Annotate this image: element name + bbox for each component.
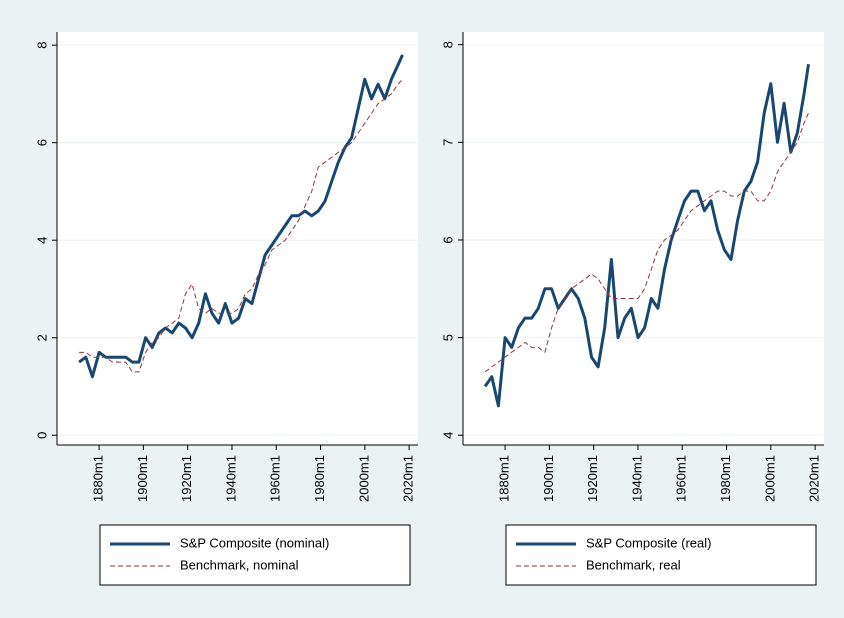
x-tick-label: 1980m1 — [312, 455, 327, 502]
y-tick-label: 0 — [34, 432, 49, 439]
y-tick-label: 5 — [440, 334, 455, 341]
x-tick-label: 1960m1 — [674, 455, 689, 502]
y-tick-label: 8 — [34, 42, 49, 49]
series-line — [483, 63, 810, 408]
x-tick-label: 2020m1 — [807, 455, 822, 502]
y-tick-label: 7 — [440, 139, 455, 146]
y-tick-label: 6 — [440, 236, 455, 243]
y-tick-label: 8 — [440, 41, 455, 48]
legend-label: S&P Composite (real) — [586, 535, 711, 550]
x-tick-label: 1940m1 — [629, 455, 644, 502]
x-tick-label: 1880m1 — [91, 455, 106, 502]
x-tick-label: 1960m1 — [268, 455, 283, 502]
legend-box — [99, 524, 411, 586]
x-tick-label: 1920m1 — [585, 455, 600, 502]
y-tick-label: 4 — [34, 237, 49, 244]
legend-label: Benchmark, real — [586, 557, 681, 572]
legend-label: Benchmark, nominal — [180, 557, 299, 572]
x-tick-label: 1980m1 — [718, 455, 733, 502]
plot-area — [463, 32, 824, 445]
x-tick-label: 2000m1 — [762, 455, 777, 502]
x-tick-label: 1900m1 — [541, 455, 556, 502]
legend-label: S&P Composite (nominal) — [180, 535, 329, 550]
series-line — [78, 54, 404, 379]
x-tick-label: 1900m1 — [135, 455, 150, 502]
y-tick-label: 2 — [34, 334, 49, 341]
x-tick-label: 2020m1 — [401, 455, 416, 502]
x-tick-label: 1880m1 — [497, 455, 512, 502]
plot-area — [57, 32, 418, 445]
y-tick-label: 4 — [440, 432, 455, 439]
x-tick-label: 1920m1 — [179, 455, 194, 502]
x-tick-label: 1940m1 — [223, 455, 238, 502]
series-line — [484, 112, 809, 373]
y-tick-label: 6 — [34, 139, 49, 146]
x-tick-label: 2000m1 — [356, 455, 371, 502]
legend-box — [505, 524, 817, 586]
series-line — [79, 78, 403, 373]
